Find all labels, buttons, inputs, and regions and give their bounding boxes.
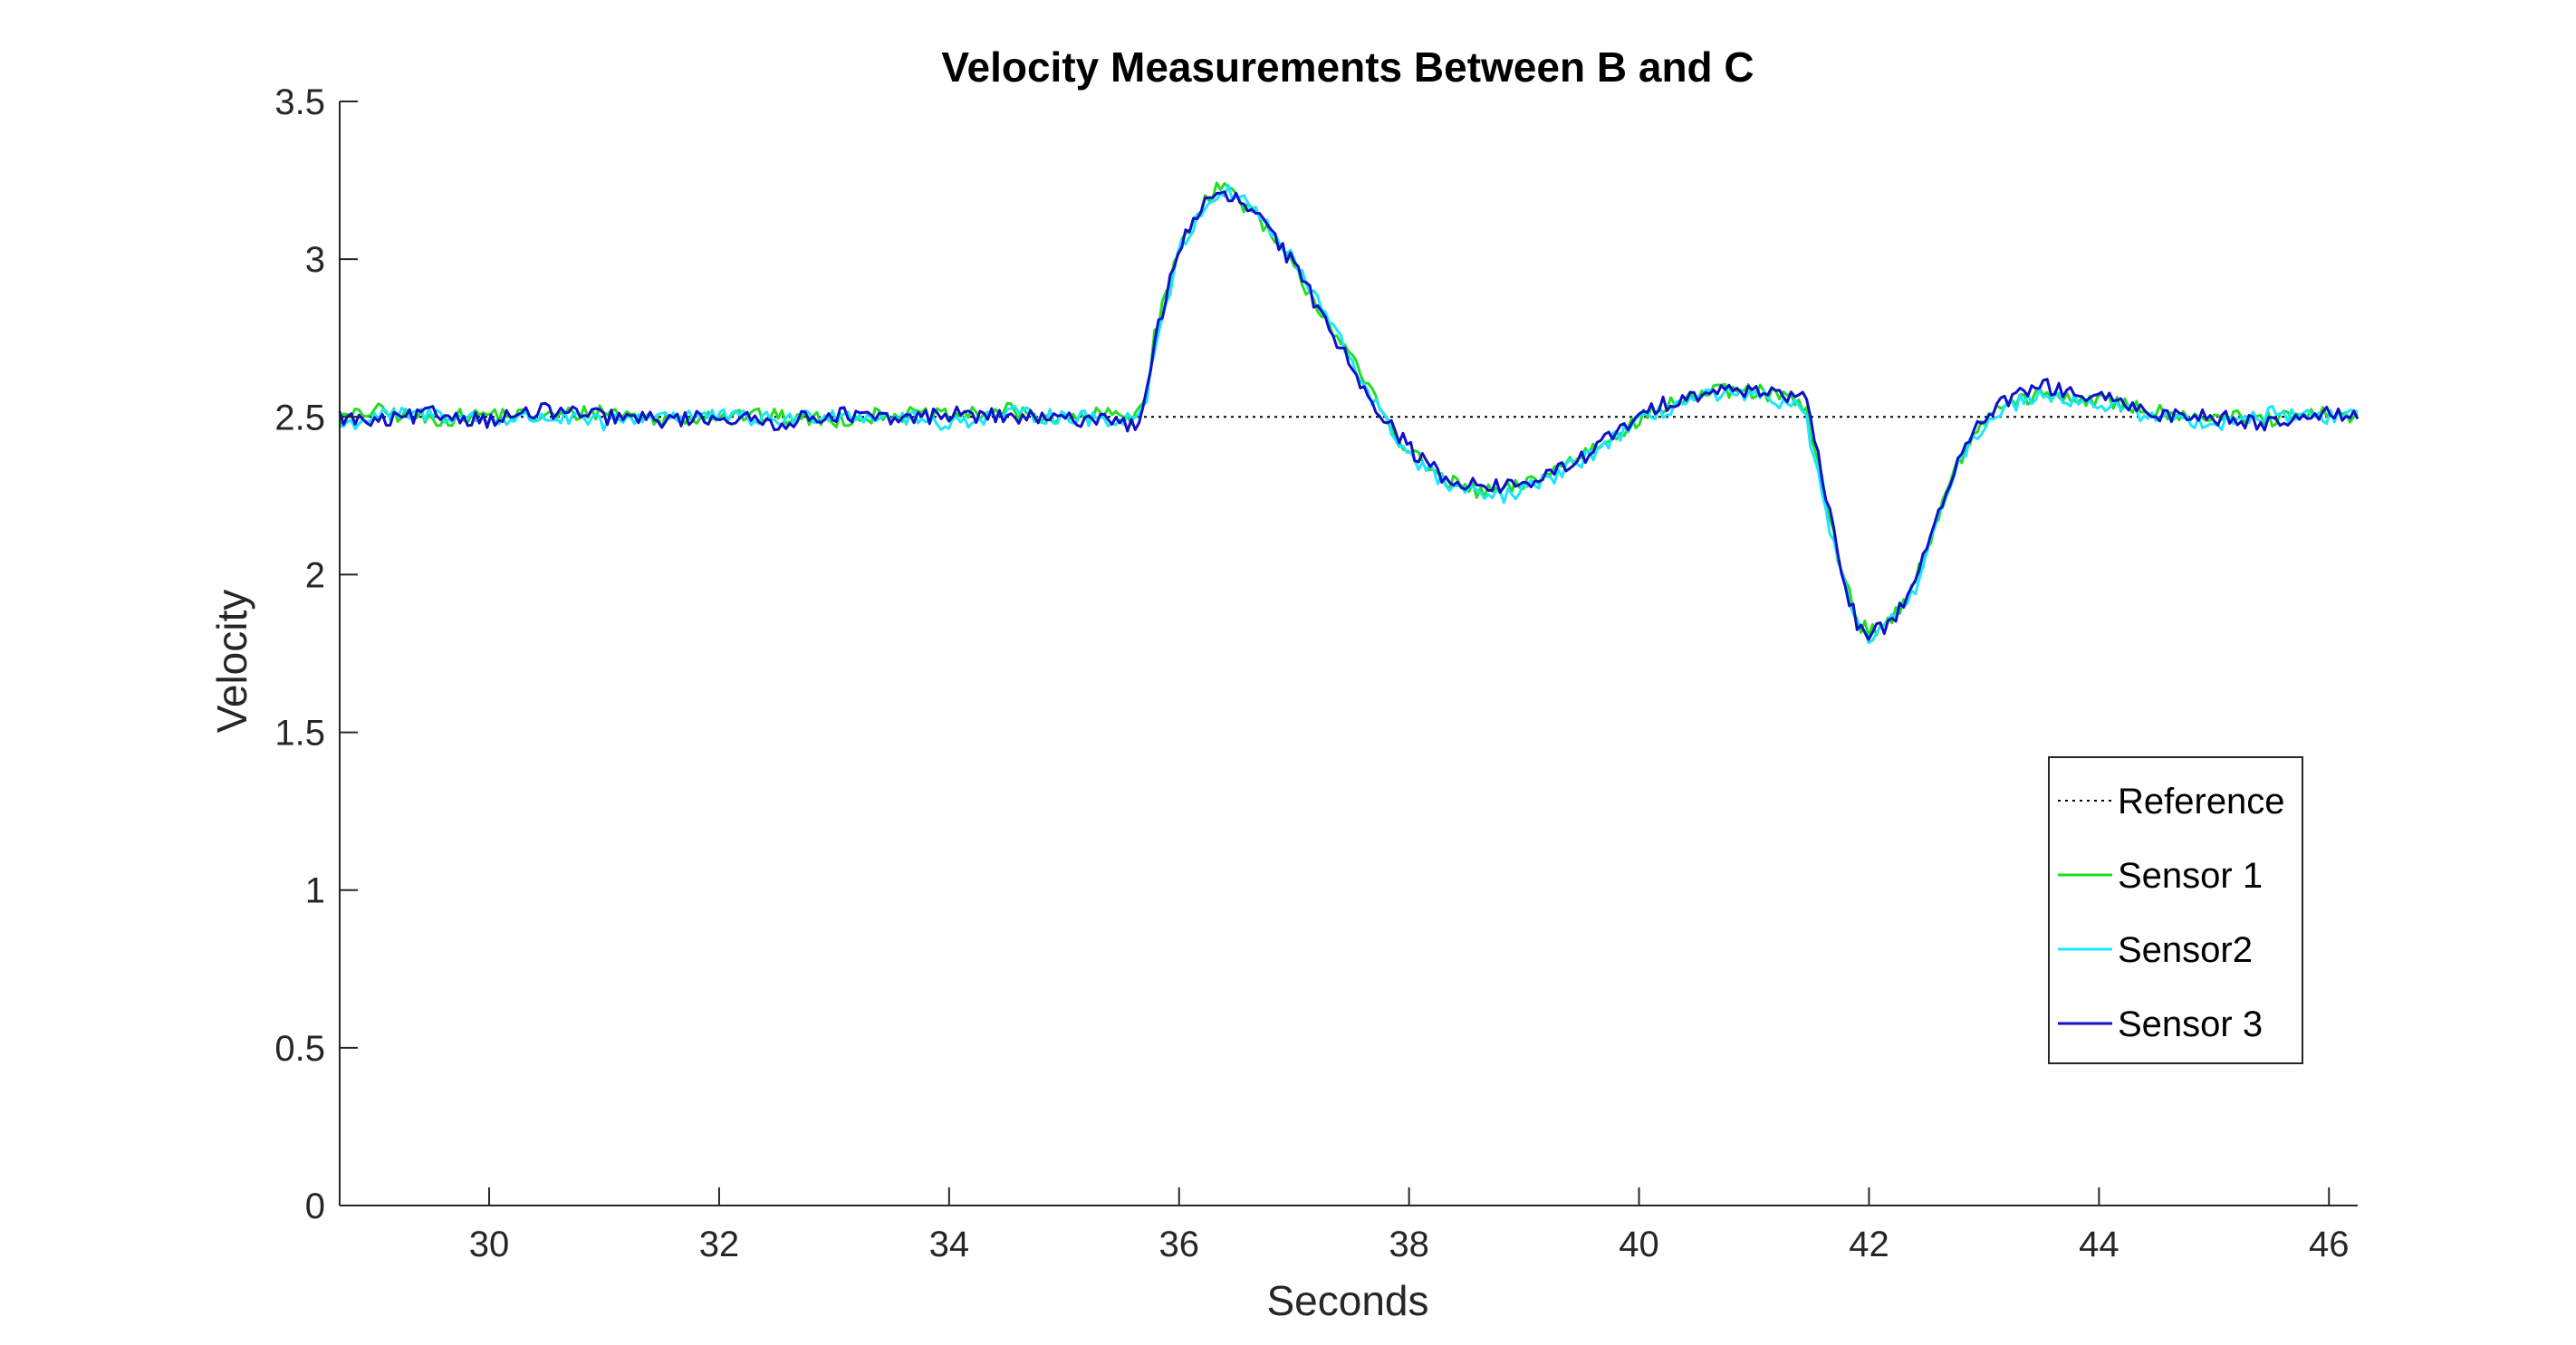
legend-label: Sensor 3 bbox=[2118, 1004, 2263, 1044]
legend-label: Sensor2 bbox=[2118, 930, 2253, 970]
y-tick-label: 0.5 bbox=[274, 1029, 325, 1069]
axes: 0 0.5 1 1.5 2 2.5 3 3.5 30 32 34 36 38 40 42 44 46 bbox=[274, 82, 2358, 1264]
y-axis-label: Velocity bbox=[208, 590, 255, 734]
x-tick-label: 44 bbox=[2079, 1225, 2119, 1264]
x-tick-label: 40 bbox=[1619, 1225, 1659, 1264]
legend: Reference Sensor 1 Sensor2 Sensor 3 bbox=[2048, 756, 2303, 1064]
x-tick-label: 46 bbox=[2309, 1225, 2350, 1264]
y-tick-label: 1 bbox=[305, 871, 325, 911]
x-tick-label: 32 bbox=[699, 1225, 740, 1264]
x-tick-label: 34 bbox=[929, 1225, 970, 1264]
y-tick-label: 3 bbox=[305, 240, 325, 280]
legend-label: Reference bbox=[2118, 782, 2285, 821]
legend-box bbox=[2048, 756, 2303, 1064]
legend-label: Sensor 1 bbox=[2118, 856, 2263, 896]
x-tick-label: 30 bbox=[469, 1225, 510, 1264]
y-tick-label: 2.5 bbox=[274, 398, 325, 437]
x-axis-label: Seconds bbox=[1266, 1277, 1428, 1324]
series-line-sensor-3 bbox=[338, 190, 2360, 641]
y-tick-label: 2 bbox=[305, 555, 325, 595]
chart-title: Velocity Measurements Between B and C bbox=[941, 43, 1754, 91]
x-tick-label: 36 bbox=[1158, 1225, 1199, 1264]
y-tick-label: 0 bbox=[305, 1186, 325, 1226]
series-line-sensor2 bbox=[339, 184, 2359, 645]
x-tick-label: 38 bbox=[1389, 1225, 1429, 1264]
y-tick-label: 3.5 bbox=[274, 82, 325, 122]
y-tick-label: 1.5 bbox=[274, 714, 325, 754]
plot-area bbox=[338, 181, 2360, 645]
x-tick-label: 42 bbox=[1849, 1225, 1889, 1264]
